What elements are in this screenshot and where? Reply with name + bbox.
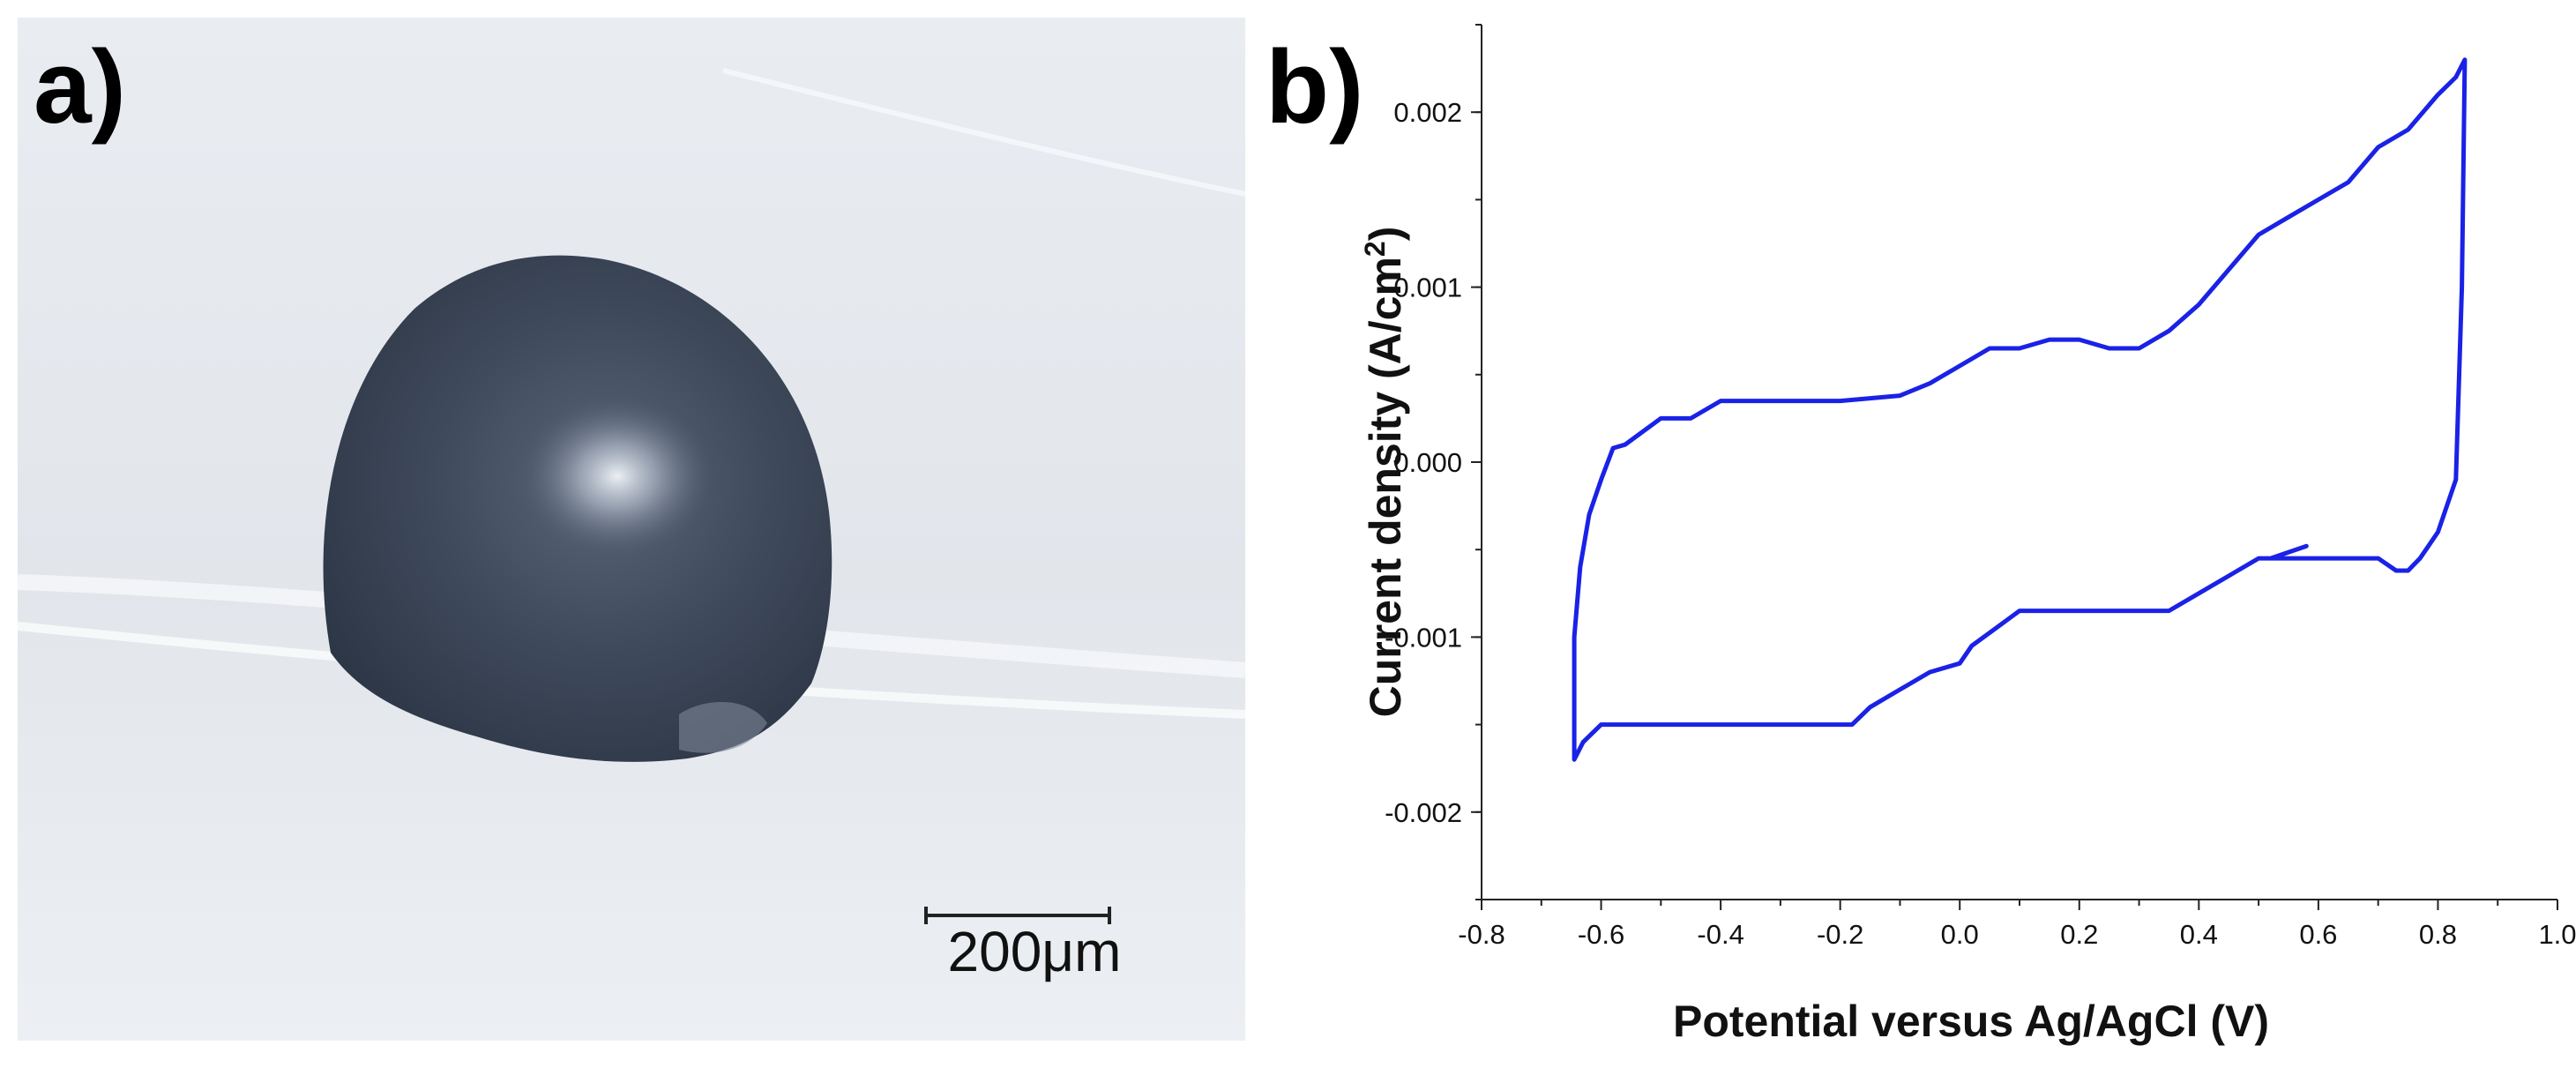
micrograph-photo: [18, 18, 1245, 1041]
scale-bar-label: 200μm: [947, 920, 1122, 983]
cv-curve-line: [1572, 57, 2468, 762]
x-tick-label: -0.6: [1578, 919, 1624, 950]
x-tick-label: 1.0: [2538, 919, 2576, 950]
bead-highlight: [520, 397, 714, 556]
x-tick-label: -0.2: [1817, 919, 1863, 950]
y-tick-label: -0.001: [1385, 622, 1462, 653]
x-tick-label: -0.4: [1697, 919, 1743, 950]
y-tick-label: -0.002: [1385, 797, 1462, 828]
x-tick-label: -0.8: [1458, 919, 1505, 950]
bead-base-chip: [679, 702, 767, 753]
x-tick-label: 0.4: [2180, 919, 2218, 950]
x-tick-label: 0.0: [1941, 919, 1979, 950]
panel-label-b: b): [1266, 29, 1364, 146]
cv-chart: -0.8 -0.6 -0.4 -0.2 0.0 0.2 0.4 0.6 0.8 1.0 -0.002…: [1359, 24, 2576, 1046]
y-tick-label: 0.001: [1393, 273, 1462, 303]
x-axis-title: Potential versus Ag/AgCl (V): [1673, 997, 2269, 1046]
fiber-strand: [722, 68, 1245, 197]
x-tick-label: 0.8: [2419, 919, 2457, 950]
y-tick-label: 0.002: [1393, 97, 1462, 128]
y-tick-label: 0.000: [1393, 447, 1462, 478]
x-tick-label: 0.2: [2060, 919, 2098, 950]
y-axis-title: Current density (A/cm2): [1359, 227, 1410, 718]
panel-label-a: a): [34, 29, 126, 146]
x-tick-label: 0.6: [2299, 919, 2337, 950]
